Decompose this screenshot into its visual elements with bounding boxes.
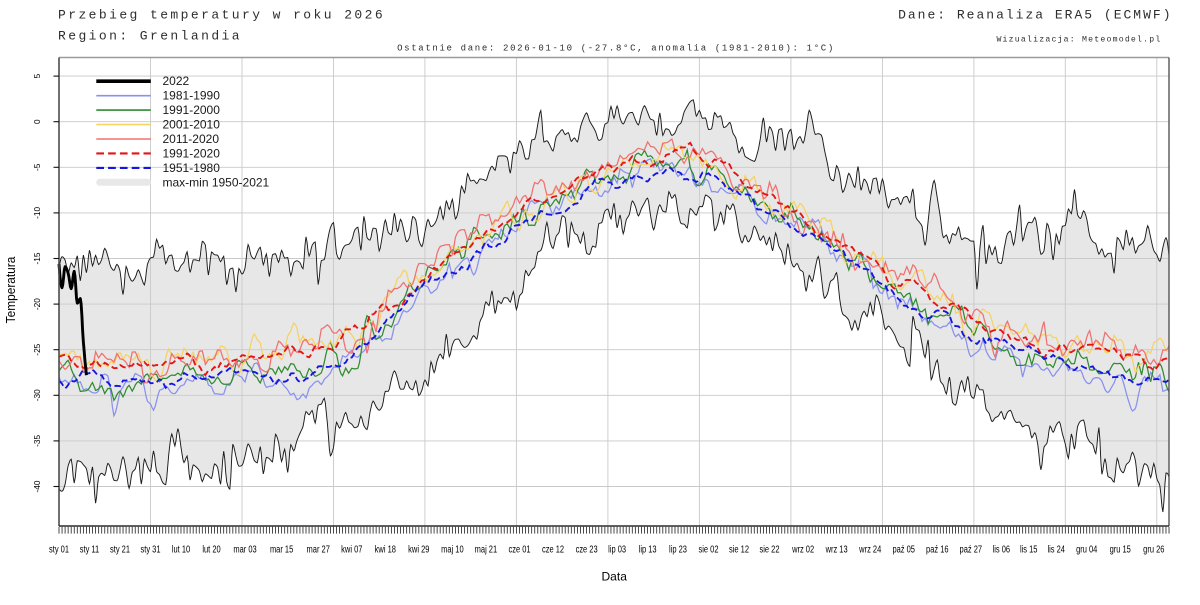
svg-text:sty 31: sty 31	[141, 543, 161, 554]
svg-text:cze 01: cze 01	[508, 543, 530, 554]
svg-text:mar 03: mar 03	[233, 543, 256, 554]
svg-text:mar 27: mar 27	[307, 543, 330, 554]
svg-text:lis 15: lis 15	[1020, 543, 1038, 554]
svg-text:mar 15: mar 15	[270, 543, 293, 554]
svg-text:lut 20: lut 20	[202, 543, 220, 554]
svg-text:-15: -15	[32, 252, 42, 264]
svg-text:gru 15: gru 15	[1110, 543, 1131, 554]
svg-text:Wizualizacja: Meteomodel.pl: Wizualizacja: Meteomodel.pl	[996, 35, 1161, 45]
svg-text:sie 12: sie 12	[729, 543, 749, 554]
svg-text:-25: -25	[32, 343, 42, 355]
svg-text:Dane: Reanaliza ERA5 (ECMWF): Dane: Reanaliza ERA5 (ECMWF)	[898, 7, 1172, 22]
svg-text:max-min 1950-2021: max-min 1950-2021	[163, 175, 270, 189]
svg-text:Data: Data	[602, 570, 628, 584]
svg-text:sty 01: sty 01	[49, 543, 69, 554]
svg-text:lip 23: lip 23	[669, 543, 687, 554]
svg-text:paź 27: paź 27	[960, 543, 983, 554]
svg-text:-30: -30	[32, 389, 42, 401]
svg-text:Temperatura: Temperatura	[4, 256, 18, 323]
svg-text:wrz 24: wrz 24	[858, 543, 881, 554]
svg-text:maj 21: maj 21	[475, 543, 498, 554]
svg-text:1951-1980: 1951-1980	[163, 161, 221, 175]
svg-text:paź 16: paź 16	[926, 543, 949, 554]
svg-text:kwi 29: kwi 29	[408, 543, 429, 554]
svg-text:lut 10: lut 10	[172, 543, 190, 554]
svg-text:-40: -40	[32, 480, 42, 492]
svg-text:Region: Grenlandia: Region: Grenlandia	[58, 29, 242, 44]
svg-text:2011-2020: 2011-2020	[163, 132, 220, 146]
svg-text:2022: 2022	[163, 74, 190, 88]
svg-text:paź 05: paź 05	[892, 543, 915, 554]
svg-text:sie 22: sie 22	[760, 543, 780, 554]
svg-text:Przebieg temperatury w roku 20: Przebieg temperatury w roku 2026	[58, 7, 385, 22]
svg-text:2001-2010: 2001-2010	[163, 118, 221, 132]
svg-text:1991-2000: 1991-2000	[163, 103, 221, 117]
svg-text:-10: -10	[32, 207, 42, 219]
svg-text:-20: -20	[32, 298, 42, 310]
svg-text:maj 10: maj 10	[441, 543, 464, 554]
svg-text:sty 21: sty 21	[110, 543, 130, 554]
svg-text:sie 02: sie 02	[699, 543, 719, 554]
svg-text:1991-2020: 1991-2020	[163, 146, 221, 160]
svg-text:lip 13: lip 13	[639, 543, 657, 554]
svg-text:cze 23: cze 23	[576, 543, 598, 554]
svg-text:wrz 13: wrz 13	[825, 543, 848, 554]
svg-text:0: 0	[32, 119, 42, 124]
svg-text:Ostatnie dane: 2026-01-10 (-27: Ostatnie dane: 2026-01-10 (-27.8°C, anom…	[397, 44, 835, 54]
svg-text:-5: -5	[32, 163, 42, 171]
svg-text:-35: -35	[32, 435, 42, 447]
svg-text:sty 11: sty 11	[80, 543, 100, 554]
svg-text:lip 03: lip 03	[608, 543, 626, 554]
svg-text:5: 5	[32, 73, 42, 78]
svg-text:wrz 02: wrz 02	[791, 543, 814, 554]
svg-text:kwi 18: kwi 18	[375, 543, 396, 554]
svg-text:kwi 07: kwi 07	[341, 543, 362, 554]
svg-text:1981-1990: 1981-1990	[163, 89, 221, 103]
svg-text:gru 26: gru 26	[1143, 543, 1164, 554]
svg-text:cze 12: cze 12	[542, 543, 564, 554]
svg-text:gru 04: gru 04	[1076, 543, 1097, 554]
svg-text:lis 06: lis 06	[993, 543, 1011, 554]
svg-text:lis 24: lis 24	[1047, 543, 1065, 554]
